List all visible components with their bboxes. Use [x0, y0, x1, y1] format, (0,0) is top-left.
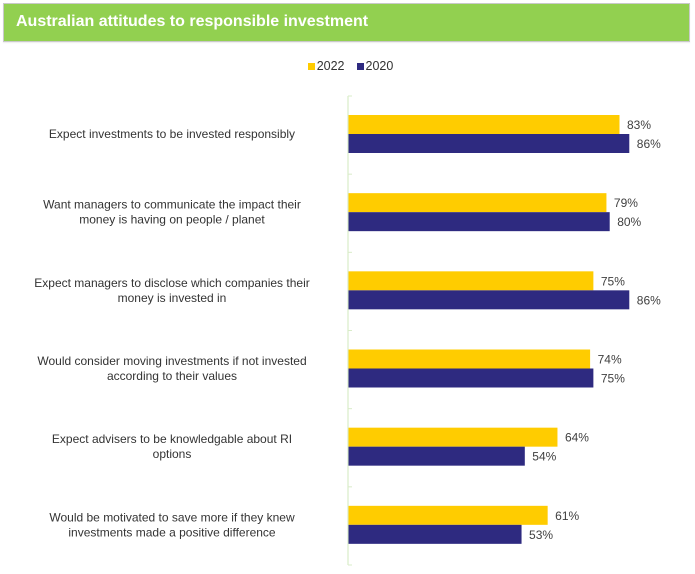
data-label-2020: 75% — [601, 372, 625, 386]
category-label-line: Expect advisers to be knowledgable about… — [52, 432, 292, 446]
data-label-2022: 75% — [601, 274, 625, 288]
data-label-2022: 83% — [627, 118, 651, 132]
data-label-2020: 86% — [637, 293, 661, 307]
bar-2022 — [348, 349, 591, 369]
data-label-2020: 53% — [529, 528, 553, 542]
bar-2022 — [348, 193, 607, 213]
category-label-line: investments made a positive difference — [68, 525, 276, 539]
data-label-2022: 74% — [598, 353, 622, 367]
legend-item-2020: 2020 — [356, 59, 394, 73]
bar-2020 — [348, 368, 594, 388]
category-label-line: according to their values — [107, 369, 237, 383]
data-label-2022: 64% — [565, 431, 589, 445]
data-label-2022: 79% — [614, 196, 638, 210]
category-label-line: Want managers to communicate the impact … — [43, 198, 301, 212]
legend-swatch-2020 — [356, 62, 364, 70]
bar-2022 — [348, 115, 620, 134]
category-label: Expect managers to disclose which compan… — [34, 276, 309, 305]
data-label-2020: 86% — [637, 137, 661, 151]
category-label-line: options — [153, 447, 192, 461]
category-label: Would consider moving investments if not… — [37, 354, 306, 383]
category-label-line: money is having on people / planet — [79, 213, 265, 227]
category-label-line: money is invested in — [118, 291, 227, 305]
bar-2020 — [348, 446, 525, 466]
chart-header: Australian attitudes to responsible inve… — [3, 3, 690, 42]
chart-title: Australian attitudes to responsible inve… — [16, 13, 369, 30]
legend-swatch-2022 — [307, 62, 315, 70]
bar-2022 — [348, 271, 594, 291]
category-label: Want managers to communicate the impact … — [43, 198, 301, 227]
legend-label-2020: 2020 — [365, 59, 394, 73]
bar-2022 — [348, 505, 548, 525]
data-label-2020: 54% — [532, 450, 556, 464]
legend-item-2022: 2022 — [307, 59, 345, 73]
bar-2020 — [348, 212, 610, 232]
category-label-line: Expect investments to be invested respon… — [49, 127, 295, 141]
category-label-line: Would be motivated to save more if they … — [49, 510, 295, 524]
category-label: Expect investments to be invested respon… — [49, 127, 295, 141]
data-label-2020: 80% — [617, 215, 641, 229]
legend-label-2022: 2022 — [316, 59, 345, 73]
category-label-line: Expect managers to disclose which compan… — [34, 276, 309, 290]
category-label: Would be motivated to save more if they … — [49, 510, 295, 539]
bar-2022 — [348, 427, 558, 447]
category-label: Expect advisers to be knowledgable about… — [52, 432, 292, 461]
data-label-2022: 61% — [555, 509, 579, 523]
bar-2020 — [348, 290, 630, 310]
category-label-line: Would consider moving investments if not… — [37, 354, 306, 368]
bar-2020 — [348, 524, 522, 544]
bar-2020 — [348, 134, 630, 153]
legend: 2022 2020 — [0, 59, 695, 73]
